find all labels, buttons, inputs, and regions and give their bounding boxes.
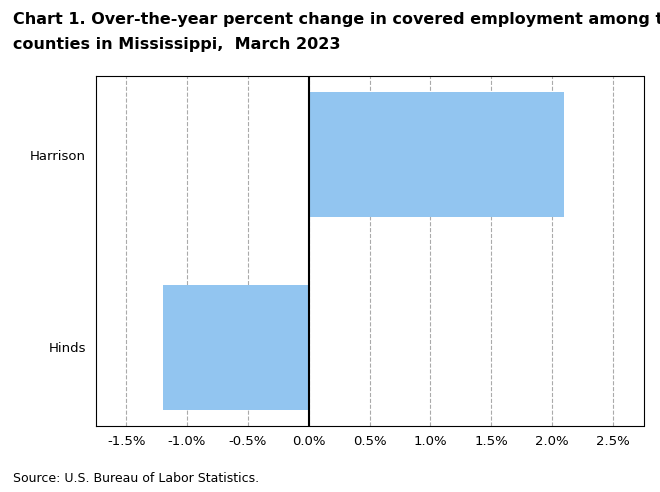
- Text: Chart 1. Over-the-year percent change in covered employment among the largest: Chart 1. Over-the-year percent change in…: [13, 12, 660, 27]
- Text: Source: U.S. Bureau of Labor Statistics.: Source: U.S. Bureau of Labor Statistics.: [13, 472, 259, 485]
- Bar: [162, 284, 309, 410]
- Text: counties in Mississippi,  March 2023: counties in Mississippi, March 2023: [13, 37, 341, 52]
- Bar: [309, 92, 564, 217]
